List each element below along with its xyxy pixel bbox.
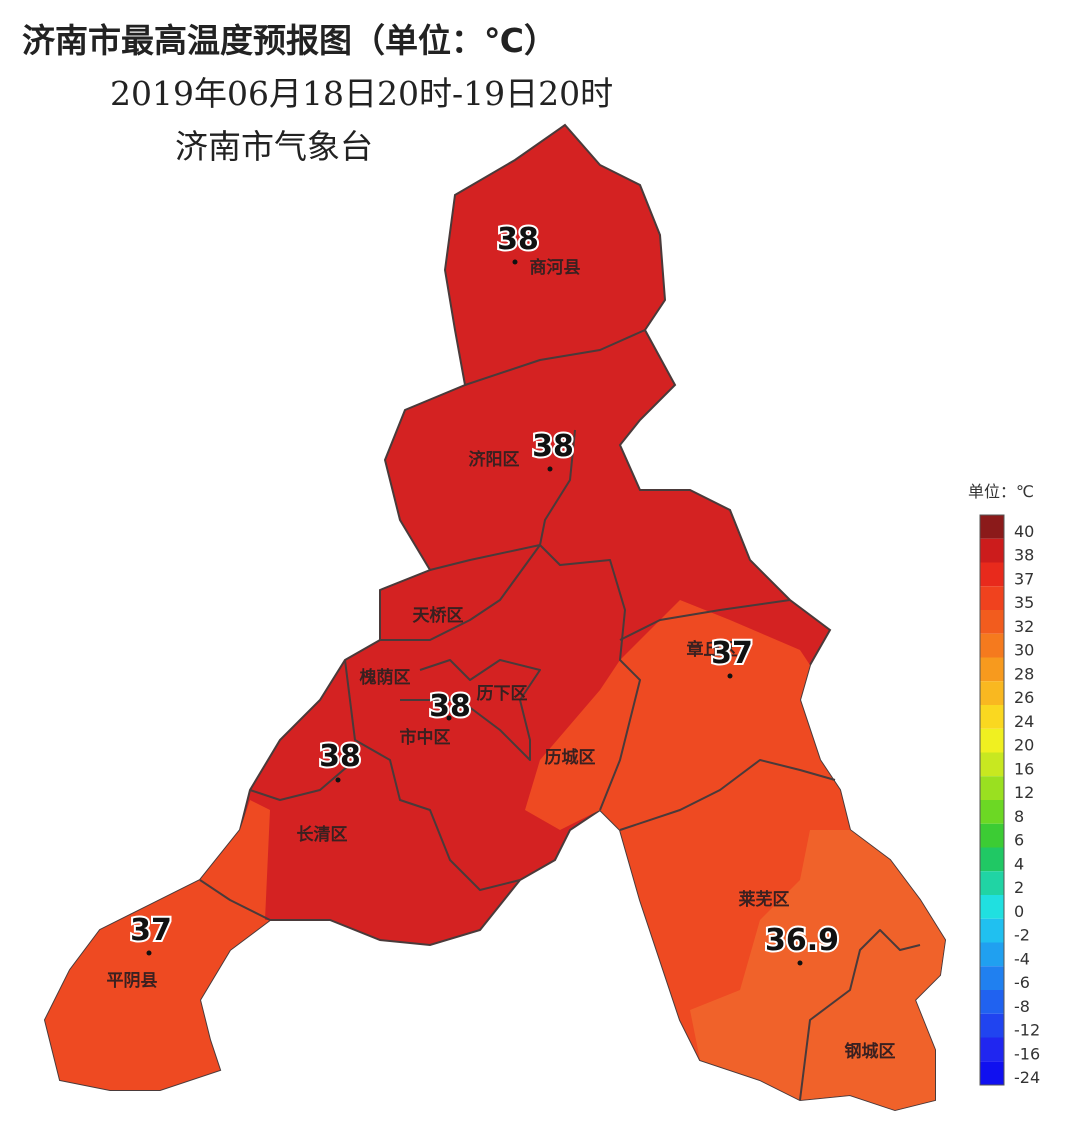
legend-label: 40 [1014,522,1034,541]
legend-label: 24 [1014,712,1034,731]
legend-swatch [980,1013,1004,1038]
legend-label: 30 [1014,641,1034,660]
region-orange-sw [45,800,270,1090]
legend-swatch [980,657,1004,682]
legend-swatch [980,705,1004,729]
legend-swatch [980,776,1004,800]
station-value: 38 [319,739,361,774]
boundary [400,659,541,761]
legend-label: 32 [1014,617,1034,636]
legend-label: 8 [1014,807,1024,826]
legend-label: 0 [1014,902,1024,921]
boundary [344,659,521,891]
legend: 单位：℃ 40383735323028262420161286420-2-4-6… [968,482,1040,1087]
boundary [249,759,356,801]
boundary [619,759,836,831]
district-label: 莱芜区 [739,889,790,910]
legend-label: 2 [1014,878,1024,897]
legend-swatch [980,966,1004,990]
legend-swatch [980,823,1004,848]
district-label: 天桥区 [413,606,464,626]
legend-label: 28 [1014,664,1034,683]
legend-swatch [980,918,1004,943]
legend-swatch [980,586,1004,610]
district-label: 钢城区 [845,1041,896,1062]
boundary [619,599,791,641]
district-label: 槐荫区 [359,667,411,688]
station-value: 36.9 [765,923,839,958]
legend-label: -4 [1014,949,1030,968]
legend-frame [979,514,1005,1086]
district-label: 市中区 [400,727,451,748]
district-label: 长清区 [297,824,348,845]
stations: 38 38 38 38 37 37 36.9 [128,220,841,966]
boundary [429,429,576,571]
legend-swatch [980,752,1004,777]
station-dot [727,673,733,679]
legend-swatch [980,728,1004,753]
station-dot [797,960,803,966]
legend-swatch [980,990,1004,1014]
legend-swatch [980,610,1004,634]
legend-swatch [980,515,1004,539]
station-dot [146,950,152,956]
legend-swatch [980,847,1004,872]
legend-label: -12 [1014,1021,1040,1040]
station-value: 38 [497,222,539,257]
legend-label: 37 [1014,569,1034,588]
legend-label: 20 [1014,736,1034,755]
legend-swatch [980,633,1004,658]
legend-label: 6 [1014,831,1024,850]
map-subtitle: 2019年06月18日20时-19日20时 [110,74,613,113]
legend-label: -24 [1014,1068,1040,1087]
legend-swatch [980,1061,1004,1085]
legend-label: 26 [1014,688,1034,707]
station-dot [446,715,452,721]
station-value: 37 [130,913,172,948]
district-label: 历城区 [545,748,596,768]
boundary [799,929,921,1101]
legend-label: -2 [1014,926,1030,945]
legend-swatch [980,871,1004,895]
legend-swatch [980,681,1004,705]
legend-label: 35 [1014,593,1034,612]
boundary [199,879,271,921]
station-dot [335,777,341,783]
district-label: 济阳区 [469,449,520,470]
legend-label: -6 [1014,973,1030,992]
map [43,123,947,1112]
district-label: 商河县 [530,257,581,278]
legend-swatch [980,800,1004,824]
boundary [539,544,641,811]
legend-swatch [980,562,1004,587]
map-title: 济南市最高温度预报图（单位：℃） [22,21,557,60]
station-value: 38 [429,689,471,724]
station-dot [512,259,518,265]
boundary [380,544,541,641]
legend-swatch [980,538,1004,563]
legend-title: 单位：℃ [968,482,1034,501]
station-value: 37 [711,636,753,671]
legend-swatch [980,942,1004,967]
legend-label: 16 [1014,759,1034,778]
boundary [464,329,646,386]
station-dot [547,466,553,472]
map-issuer: 济南市气象台 [175,127,373,166]
district-label: 平阴县 [107,971,158,991]
legend-label: -8 [1014,997,1030,1016]
district-label: 历下区 [477,684,528,704]
district-labels: 商河县 济阳区 天桥区 槐荫区 历下区 市中区 历城区 长清区 章丘区 平阴县 … [107,257,896,1062]
legend-swatch [980,1037,1004,1062]
district-label: 章丘区 [687,639,738,660]
legend-label: 12 [1014,783,1034,802]
legend-label: 38 [1014,546,1034,565]
region-orange-se [690,830,945,1110]
legend-label: 4 [1014,854,1024,873]
legend-label: -16 [1014,1044,1040,1063]
legend-swatch [980,895,1004,919]
station-value: 38 [532,429,574,464]
